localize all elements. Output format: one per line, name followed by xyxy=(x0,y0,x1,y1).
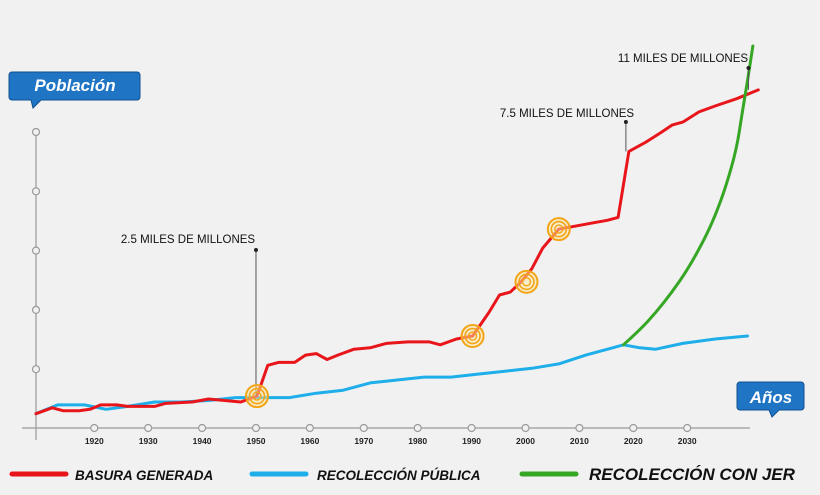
x-tick-label: 1950 xyxy=(247,436,266,446)
legend-label: RECOLECCIÓN CON JER xyxy=(589,465,796,484)
x-tick-mark xyxy=(521,423,530,433)
x-tick-label: 1940 xyxy=(193,436,212,446)
highlight-marker xyxy=(244,384,269,409)
x-tick-label: 1960 xyxy=(300,436,319,446)
x-tick-label: 2030 xyxy=(678,436,697,446)
highlight-marker xyxy=(460,324,485,349)
highlight-marker xyxy=(546,217,571,242)
annotation-dot xyxy=(746,66,751,70)
x-tick-mark xyxy=(251,423,261,433)
x-tick-label: 1980 xyxy=(408,436,427,446)
y-tick-mark xyxy=(31,127,41,137)
x-tick-mark xyxy=(90,423,99,433)
x-tick-mark xyxy=(197,423,207,433)
highlight-layer xyxy=(244,217,571,409)
annotation-dot xyxy=(253,248,258,252)
x-tick-label: 1920 xyxy=(85,436,104,446)
x-tick-mark xyxy=(467,423,476,433)
highlight-marker xyxy=(514,269,539,294)
y-tick-mark xyxy=(31,246,41,255)
series-line-recoleccion-publica xyxy=(34,334,749,416)
x-tick-mark xyxy=(575,423,584,433)
x-tick-mark xyxy=(144,423,153,433)
y-tick-mark xyxy=(31,365,41,374)
series-layer xyxy=(34,44,760,416)
annotation-label: 7.5 MILES DE MILLONES xyxy=(500,108,635,120)
x-axis-label-badge: Años xyxy=(736,381,805,418)
x-tick-label: 1970 xyxy=(354,436,373,446)
x-tick-label: 1990 xyxy=(462,436,481,446)
series-line-recoleccion-con-jer xyxy=(622,44,755,347)
legend-label: RECOLECCIÓN PÚBLICA xyxy=(317,468,481,483)
y-tick-mark xyxy=(31,187,41,196)
annotation-label: 2.5 MILES DE MILLONES xyxy=(121,234,256,246)
y-axis-label: Población xyxy=(34,76,115,95)
legend: BASURA GENERADA RECOLECCIÓN PÚBLICA RECOLE… xyxy=(9,465,796,484)
x-axis-label: Años xyxy=(749,388,793,407)
x-tick-mark xyxy=(629,423,638,433)
x-tick-mark xyxy=(359,423,368,433)
annotation-layer: 2.5 MILES DE MILLONES 7.5 MILES DE MILLON… xyxy=(121,53,751,397)
x-tick-label: 1930 xyxy=(139,436,158,446)
annotation-label: 11 MILES DE MILLONES xyxy=(618,53,748,65)
y-axis-label-badge: Población xyxy=(8,71,141,109)
axes: 1920 1930 1940 1950 1960 1970 1980 1990 2000 2010… xyxy=(22,127,750,446)
legend-label: BASURA GENERADA xyxy=(75,468,213,483)
x-tick-mark xyxy=(305,423,314,433)
series-line-basura-generada xyxy=(34,88,760,416)
x-tick-mark xyxy=(683,423,692,433)
x-tick-label: 2000 xyxy=(516,436,535,446)
x-tick-label: 2020 xyxy=(624,436,643,446)
annotation-dot xyxy=(623,120,628,124)
y-tick-mark xyxy=(31,305,41,314)
x-tick-mark xyxy=(413,423,422,433)
x-tick-label: 2010 xyxy=(570,436,589,446)
